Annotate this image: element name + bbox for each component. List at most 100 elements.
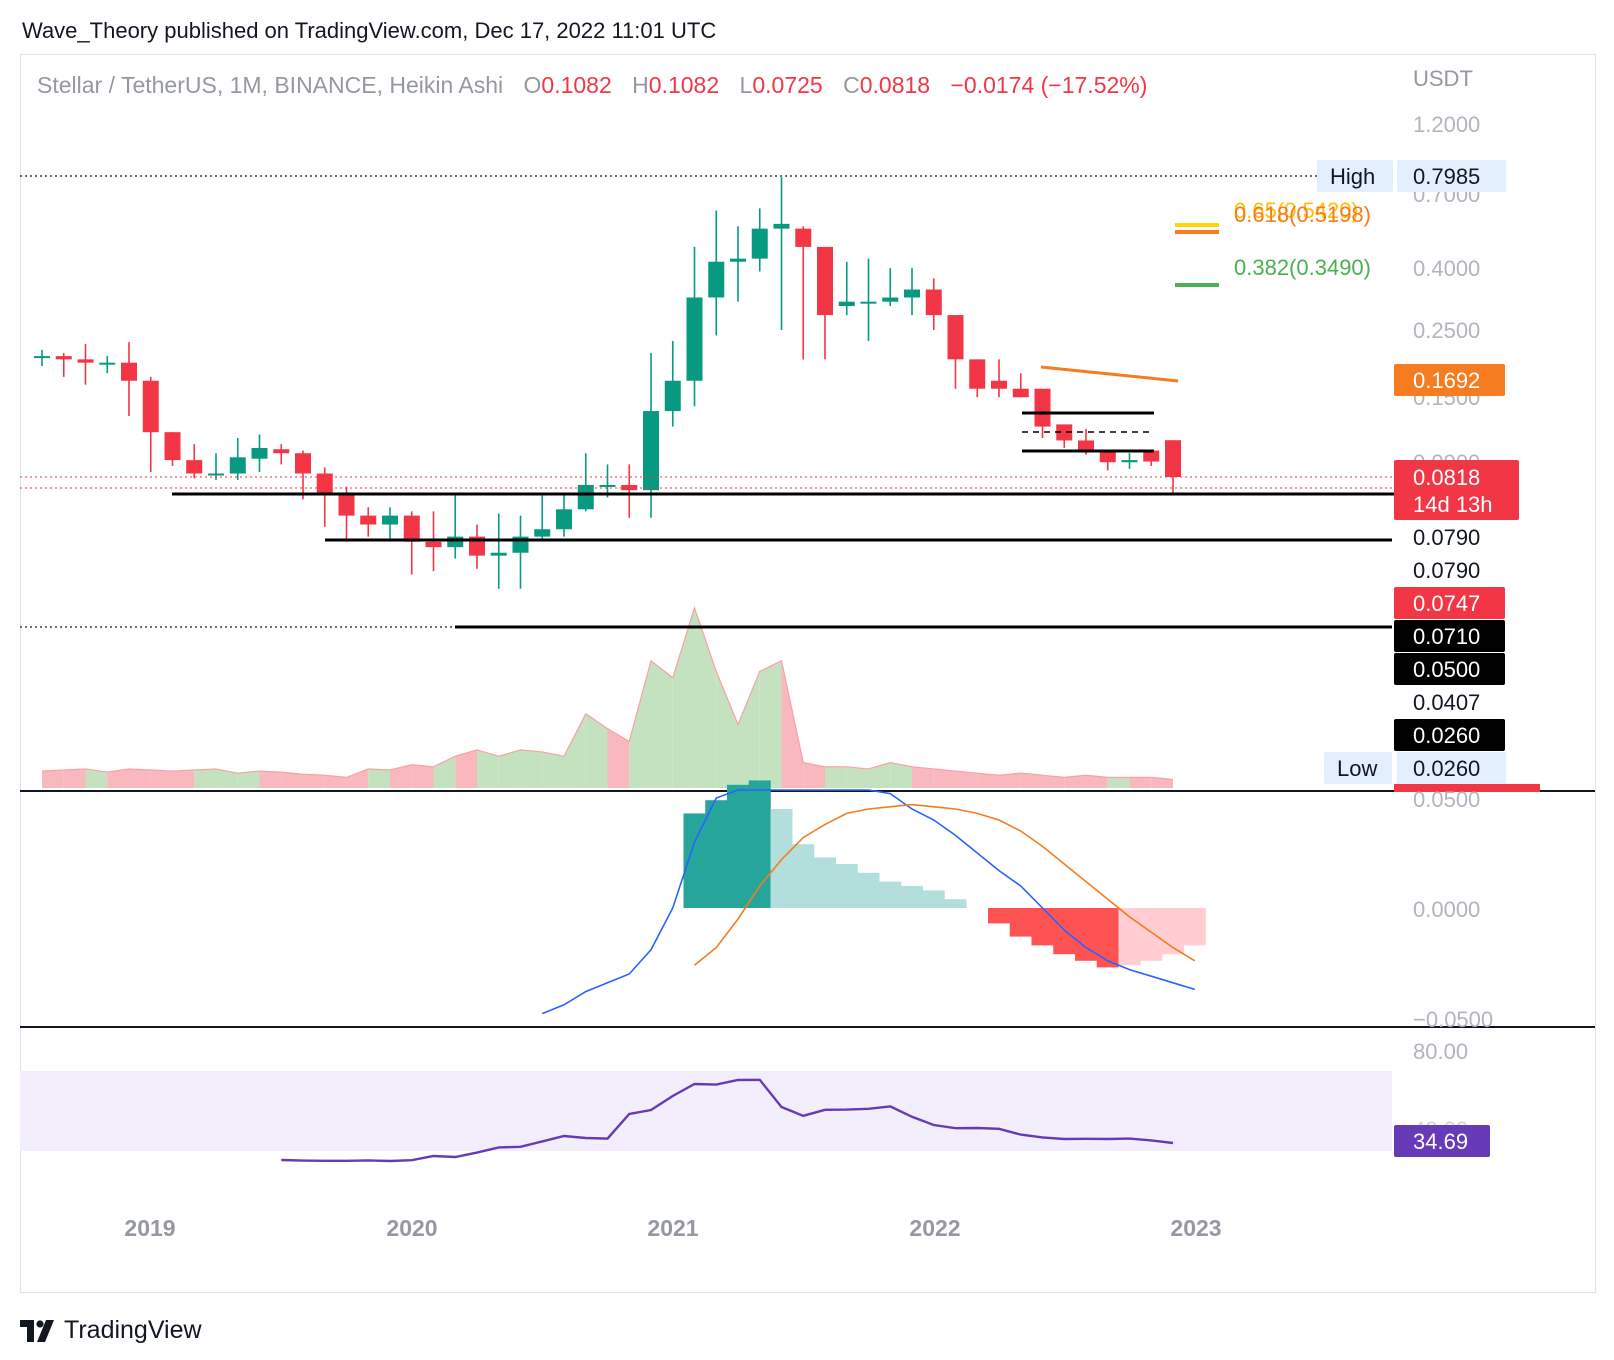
macd-histogram-bar: [748, 780, 771, 908]
candle-body: [425, 541, 442, 548]
high-value: 0.7985: [1413, 164, 1480, 189]
volume-area: [759, 660, 782, 788]
candle-body: [164, 432, 181, 461]
bar-countdown: 14d 13h: [1413, 492, 1493, 517]
candle-body: [577, 484, 594, 510]
volume-area: [651, 660, 673, 788]
candle-body: [838, 301, 855, 306]
rsi-tick-0: 80.00: [1413, 1039, 1468, 1064]
candle-body: [360, 515, 377, 525]
volume-area: [977, 773, 999, 788]
volume-area: [42, 769, 64, 788]
resistance-price-box: [1394, 364, 1505, 396]
level-label-1: 0.0790: [1413, 525, 1480, 550]
candle-body: [447, 536, 464, 548]
volume-area: [1129, 777, 1152, 788]
candle-body: [947, 315, 964, 360]
candle-body: [295, 453, 311, 474]
volume-area: [912, 766, 934, 788]
low-label-box: [1324, 752, 1392, 784]
level-box-3: [1394, 587, 1505, 619]
candle-body: [534, 529, 551, 537]
low-value: 0.0260: [1413, 756, 1480, 781]
level-box-5: [1394, 653, 1505, 685]
legend-high-value: 0.1082: [648, 72, 720, 98]
volume-area: [1064, 775, 1086, 788]
chart-frame[interactable]: [20, 54, 1596, 1293]
volume-area: [150, 769, 173, 788]
level-box-7: [1394, 719, 1505, 751]
low-value-box: [1397, 752, 1506, 784]
volume-value-box: [1394, 784, 1540, 792]
price-chart[interactable]: 0.65(0.5420) 0.618(0.5198) 0.382(0.3490)…: [0, 0, 1614, 1300]
candle-body: [1078, 440, 1094, 451]
legend-low-value: 0.0725: [752, 72, 823, 98]
axis-currency: USDT: [1413, 66, 1473, 91]
legend-open-label: O: [523, 72, 542, 98]
volume-area: [281, 772, 303, 788]
macd-tick-1: 0.0000: [1413, 897, 1480, 922]
volume-area: [955, 771, 978, 788]
legend-change: −0.0174 (−17.52%): [950, 72, 1148, 98]
candle-body: [251, 447, 268, 459]
rsi-band: [20, 1071, 1392, 1151]
candle-body: [556, 509, 572, 530]
last-price: 0.0818: [1413, 465, 1480, 490]
candle-body: [643, 411, 659, 491]
rsi-line: [281, 1078, 1174, 1163]
candle-body: [882, 297, 899, 302]
level-label-6: 0.0407: [1413, 690, 1480, 715]
level-label-4: 0.0710: [1413, 624, 1480, 649]
volume-area: [520, 749, 543, 788]
candle-body: [925, 289, 942, 316]
candle-body: [1121, 460, 1138, 463]
candle-body: [1012, 388, 1029, 398]
macd-histogram-bar: [705, 800, 728, 908]
volume-area: [542, 751, 564, 788]
macd-tick-0: 0.0500: [1413, 787, 1480, 812]
fib-382-swatch: [1175, 283, 1219, 287]
volume-area: [846, 766, 869, 788]
volume-area: [477, 749, 499, 788]
volume-area: [194, 768, 216, 788]
time-label-2019: 2019: [124, 1215, 175, 1241]
volume-area: [1107, 777, 1130, 788]
candle-body: [708, 261, 725, 298]
volume-area: [346, 768, 369, 788]
volume-area: [803, 762, 825, 788]
fib-65-swatch: [1175, 223, 1219, 227]
volume-area: [237, 771, 260, 788]
high-label-box: [1317, 160, 1393, 192]
candle-body: [1056, 424, 1073, 441]
candle-body: [860, 301, 877, 304]
macd-histogram-bar: [857, 872, 880, 908]
macd-histogram-bar: [944, 899, 967, 908]
fib-618-swatch: [1175, 230, 1219, 234]
candle-body: [1099, 450, 1116, 463]
high-value-box: [1397, 160, 1506, 192]
macd-histogram-bar: [835, 864, 858, 908]
candle-body: [403, 515, 420, 542]
volume-area: [129, 768, 151, 788]
volume-area: [1042, 775, 1065, 788]
candle-body: [338, 493, 355, 516]
candle-body: [490, 552, 507, 556]
level-label-5: 0.0500: [1413, 657, 1480, 682]
candle-body: [382, 515, 398, 525]
time-label-2021: 2021: [647, 1215, 698, 1241]
candle-body: [664, 380, 681, 412]
macd-histogram-bar: [683, 813, 706, 908]
candle-body: [121, 362, 137, 381]
volume-area: [999, 773, 1021, 788]
legend-close-value: 0.0818: [859, 72, 931, 98]
price-tick-3: 0.2500: [1413, 318, 1480, 343]
legend-close-label: C: [843, 72, 860, 98]
tradingview-logo-icon: [20, 1319, 54, 1342]
candle-body: [1143, 450, 1160, 462]
candle-body: [316, 473, 333, 494]
macd-histogram-bar: [814, 857, 836, 908]
tradingview-brand[interactable]: TradingView: [20, 1316, 202, 1345]
fib-65-label: 0.65(0.5420): [1234, 198, 1359, 223]
volume-area: [368, 768, 390, 788]
resistance-price: 0.1692: [1413, 368, 1480, 393]
